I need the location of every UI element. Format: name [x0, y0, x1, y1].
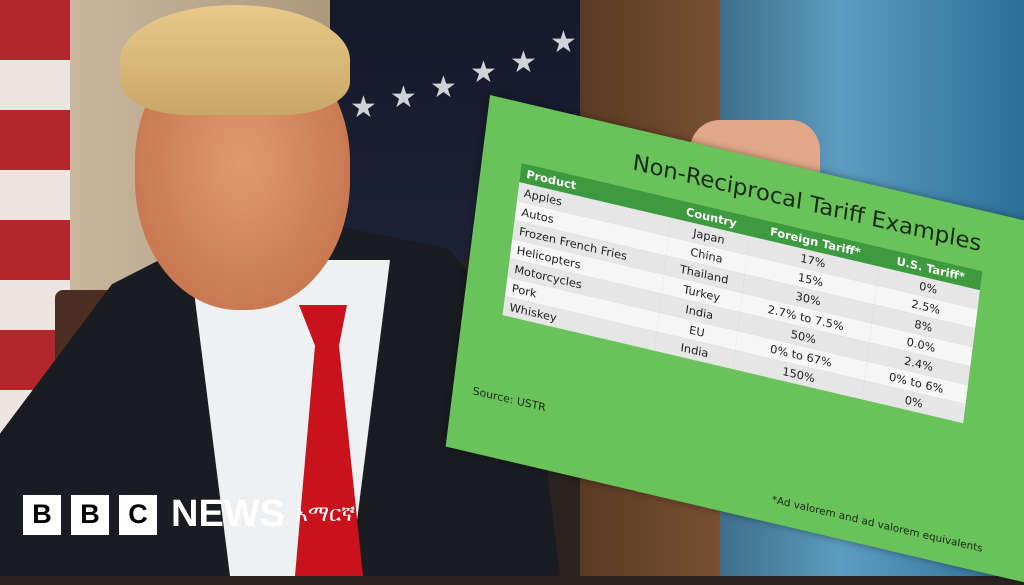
hair [120, 5, 350, 115]
logo-language: አማርኛ [295, 502, 356, 527]
bbc-news-amharic-logo: B B C NEWS አማርኛ [23, 493, 355, 536]
star-icon: ★ [470, 56, 497, 89]
star-icon: ★ [430, 71, 457, 104]
star-icon: ★ [390, 81, 417, 114]
source-note: Source: USTR [472, 384, 547, 415]
logo-news: NEWS [171, 493, 285, 535]
logo-letter-box: C [119, 494, 157, 535]
tariff-table: Product Country Foreign Tariff* U.S. Tariff… [502, 163, 983, 424]
logo-letter-box: B [71, 494, 109, 535]
star-icon: ★ [550, 26, 577, 59]
star-icon: ★ [510, 46, 537, 79]
logo-letter-box: B [23, 494, 61, 535]
star-icon: ★ [350, 91, 377, 124]
